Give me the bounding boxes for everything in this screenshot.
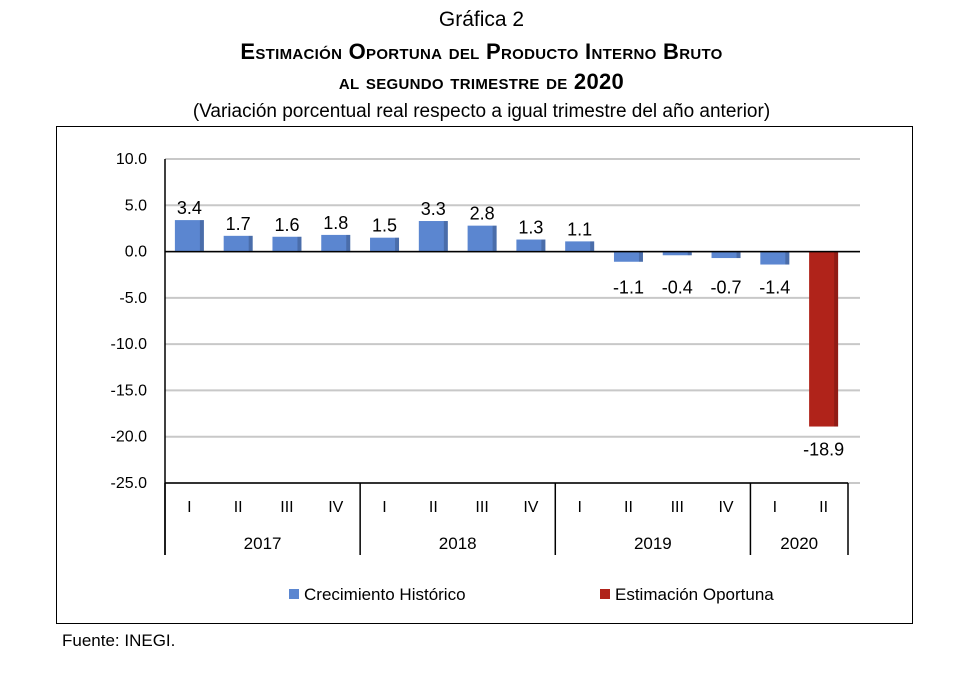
bar-shade (785, 251, 790, 265)
y-tick-label: -5.0 (119, 290, 147, 307)
data-label: -1.4 (759, 278, 790, 298)
quarter-label: II (819, 499, 828, 516)
y-tick-label: 5.0 (125, 197, 147, 214)
quarter-label: III (475, 499, 488, 516)
data-label: 1.1 (567, 219, 592, 239)
data-label: 1.5 (372, 216, 397, 236)
bar-shade (590, 241, 595, 252)
chart-frame (56, 126, 913, 624)
data-label: -1.1 (613, 278, 644, 298)
bar-shade (638, 251, 643, 262)
data-label: -0.4 (662, 278, 693, 298)
bar-shade (443, 221, 448, 252)
bar-shade (346, 234, 351, 252)
bar-shade (199, 220, 204, 252)
quarter-label: I (187, 499, 191, 516)
chart-label: Gráfica 2 (438, 8, 525, 31)
bar-historic (760, 251, 790, 265)
bar-shade (248, 235, 253, 252)
legend-estimate-swatch (600, 589, 610, 599)
year-label: 2018 (439, 534, 477, 553)
bar-shade (297, 236, 302, 252)
bar-estimate (809, 251, 839, 427)
bar-historic (321, 234, 351, 252)
data-label: -0.7 (711, 278, 742, 298)
y-tick-label: -15.0 (111, 382, 148, 399)
bar-historic (174, 220, 204, 252)
quarter-label: I (382, 499, 386, 516)
bar-shade (736, 251, 741, 259)
y-tick-label: 0.0 (125, 244, 147, 261)
year-label: 2019 (634, 534, 672, 553)
bar-shade (834, 251, 839, 427)
quarter-label: IV (523, 499, 538, 516)
data-label: 2.8 (470, 204, 495, 224)
year-label: 2020 (780, 534, 818, 553)
legend-historic-label: Crecimiento Histórico (304, 585, 466, 604)
quarter-label: III (280, 499, 293, 516)
chart-subtitle: al segundo trimestre de 2020 (338, 69, 625, 94)
legend-estimate-label: Estimación Oportuna (615, 585, 774, 604)
bar-historic (418, 221, 448, 252)
bar-shade (395, 237, 400, 252)
quarter-label: I (773, 499, 777, 516)
chart-note: (Variación porcentual real respecto a ig… (192, 101, 771, 122)
bar-shade (492, 225, 497, 252)
y-tick-label: -10.0 (111, 336, 148, 353)
bar-shade (687, 251, 692, 256)
bar-historic (370, 237, 400, 252)
legend-historic-swatch (289, 589, 299, 599)
quarter-label: II (234, 499, 243, 516)
bar-historic (516, 239, 546, 252)
quarter-label: III (671, 499, 684, 516)
data-label: 1.7 (226, 214, 251, 234)
data-label: 1.8 (323, 213, 348, 233)
data-label: 1.6 (274, 215, 299, 235)
quarter-label: IV (328, 499, 343, 516)
y-tick-label: -20.0 (111, 429, 148, 446)
quarter-label: II (624, 499, 633, 516)
y-tick-label: -25.0 (111, 475, 148, 492)
year-label: 2017 (244, 534, 282, 553)
bar-historic (565, 241, 595, 252)
data-label: -18.9 (803, 440, 844, 460)
bar-historic (272, 236, 302, 252)
data-label: 3.4 (177, 198, 202, 218)
data-label: 1.3 (518, 218, 543, 238)
bar-historic (711, 251, 741, 259)
bar-historic (613, 251, 643, 262)
quarter-label: I (577, 499, 581, 516)
bar-historic (467, 225, 497, 252)
bar-shade (541, 239, 546, 252)
quarter-label: IV (718, 499, 733, 516)
quarter-label: II (429, 499, 438, 516)
y-tick-label: 10.0 (116, 151, 147, 168)
bar-historic (223, 235, 253, 252)
data-label: 3.3 (421, 199, 446, 219)
bar-historic (662, 251, 692, 256)
source-note: Fuente: INEGI. (62, 631, 176, 650)
chart-title: Estimación Oportuna del Producto Interno… (240, 39, 723, 64)
